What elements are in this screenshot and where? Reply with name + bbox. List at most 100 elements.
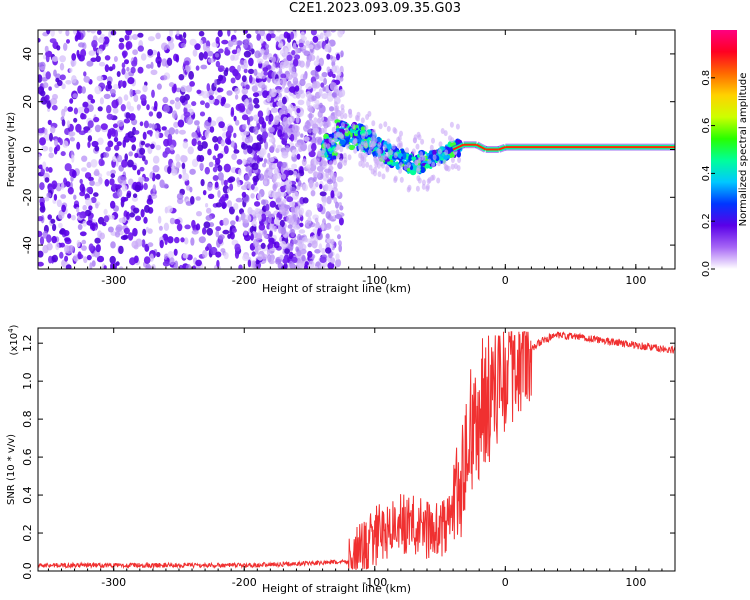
- heatmap-blob: [63, 177, 67, 184]
- heatmap-blob: [296, 153, 301, 160]
- snr-xtick-label: -300: [101, 576, 126, 589]
- heatmap-blob: [132, 193, 138, 198]
- heatmap-halo-blob: [357, 144, 362, 151]
- heatmap-blob: [166, 57, 173, 66]
- heatmap-blob: [86, 254, 92, 261]
- heatmap-blob: [163, 138, 170, 147]
- heatmap-blob: [305, 82, 313, 90]
- heatmap-blob: [259, 38, 264, 44]
- heatmap-ridge-blob: [456, 139, 462, 143]
- heatmap-halo-blob: [360, 117, 365, 124]
- heatmap-halo-blob: [421, 179, 426, 186]
- heatmap-blob: [132, 49, 139, 56]
- heatmap-xlabel: Height of straight line (km): [262, 282, 411, 295]
- heatmap-blob: [68, 131, 76, 137]
- heatmap-blob: [39, 236, 45, 246]
- heatmap-blob: [251, 85, 258, 93]
- heatmap-blob: [310, 236, 314, 242]
- heatmap-blob: [202, 190, 207, 196]
- heatmap-blob: [132, 227, 138, 237]
- heatmap-ytick-label: -40: [21, 236, 34, 254]
- heatmap-blob: [339, 205, 344, 211]
- snr-multiplier: (x104): [7, 324, 20, 355]
- heatmap-blob: [110, 241, 116, 249]
- heatmap-blob: [116, 141, 122, 147]
- heatmap-line-core: [498, 146, 506, 151]
- heatmap-blob: [96, 48, 103, 54]
- heatmap-blob: [119, 37, 125, 43]
- heatmap-blob: [207, 58, 215, 63]
- heatmap-blob: [47, 214, 52, 220]
- heatmap-blob: [50, 97, 58, 105]
- heatmap-blob: [134, 152, 139, 158]
- heatmap-blob: [325, 233, 330, 239]
- heatmap-blob: [106, 171, 111, 176]
- heatmap-blob: [288, 251, 294, 260]
- heatmap-blob: [218, 48, 224, 54]
- heatmap-blob: [50, 126, 56, 134]
- heatmap-blob: [292, 124, 297, 133]
- heatmap-line-core: [476, 143, 487, 151]
- heatmap-blob: [269, 145, 275, 154]
- heatmap-blob: [126, 101, 131, 110]
- heatmap-blob: [229, 183, 234, 191]
- heatmap-blob: [285, 74, 293, 80]
- heatmap-blob: [66, 120, 71, 128]
- heatmap-blob: [166, 35, 172, 42]
- heatmap-blob: [314, 43, 321, 51]
- heatmap-blob: [339, 76, 344, 82]
- heatmap-blob: [103, 36, 110, 45]
- heatmap-blob: [233, 30, 237, 34]
- heatmap-blob: [167, 236, 174, 244]
- heatmap-blob: [246, 117, 251, 126]
- heatmap-blob: [308, 44, 314, 50]
- heatmap-blob: [87, 135, 93, 142]
- heatmap-blob: [49, 38, 57, 44]
- heatmap-blob: [198, 52, 204, 61]
- heatmap-blob: [69, 98, 74, 104]
- heatmap-blob: [38, 86, 45, 95]
- heatmap-blob: [191, 158, 199, 168]
- heatmap-blob: [124, 153, 128, 162]
- heatmap-blob: [269, 200, 277, 208]
- heatmap-blob: [197, 140, 202, 146]
- heatmap-blob: [112, 107, 119, 114]
- heatmap-blob: [91, 260, 96, 267]
- heatmap-blob: [291, 256, 298, 263]
- heatmap-blob: [327, 262, 335, 269]
- heatmap-blob: [101, 221, 107, 227]
- heatmap-blob: [338, 217, 344, 226]
- heatmap-blob: [191, 101, 197, 107]
- heatmap-blob: [208, 161, 214, 168]
- heatmap-blob: [302, 183, 308, 192]
- heatmap-blob: [318, 57, 324, 67]
- heatmap-blob: [265, 115, 269, 122]
- heatmap-halo-blob: [406, 162, 411, 169]
- heatmap-halo-blob: [316, 150, 321, 157]
- heatmap-blob: [144, 159, 148, 165]
- heatmap-blob: [324, 168, 332, 174]
- heatmap-blob: [215, 230, 220, 238]
- heatmap-blob: [200, 64, 208, 70]
- heatmap-blob: [230, 106, 235, 116]
- heatmap-blob: [44, 45, 49, 53]
- heatmap-blob: [334, 190, 341, 197]
- heatmap-blob: [316, 203, 321, 208]
- heatmap-blob: [129, 257, 136, 266]
- heatmap-blob: [130, 66, 136, 74]
- heatmap-blob: [39, 205, 46, 213]
- heatmap-blob: [151, 264, 156, 269]
- heatmap-blob: [47, 119, 52, 126]
- heatmap-blob: [88, 205, 93, 211]
- heatmap-blob: [46, 30, 51, 35]
- heatmap-blob: [184, 224, 191, 230]
- heatmap-blob: [292, 77, 299, 85]
- heatmap-blob: [280, 192, 287, 197]
- heatmap-blob: [126, 159, 134, 168]
- heatmap-blob: [281, 96, 287, 105]
- heatmap-blob: [226, 139, 232, 146]
- heatmap-blob: [290, 31, 294, 40]
- heatmap-blob: [306, 59, 311, 68]
- heatmap-blob: [252, 220, 258, 227]
- heatmap-blob: [271, 174, 278, 183]
